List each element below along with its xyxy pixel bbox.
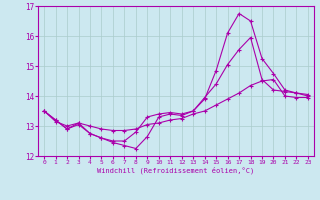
X-axis label: Windchill (Refroidissement éolien,°C): Windchill (Refroidissement éolien,°C) [97, 167, 255, 174]
